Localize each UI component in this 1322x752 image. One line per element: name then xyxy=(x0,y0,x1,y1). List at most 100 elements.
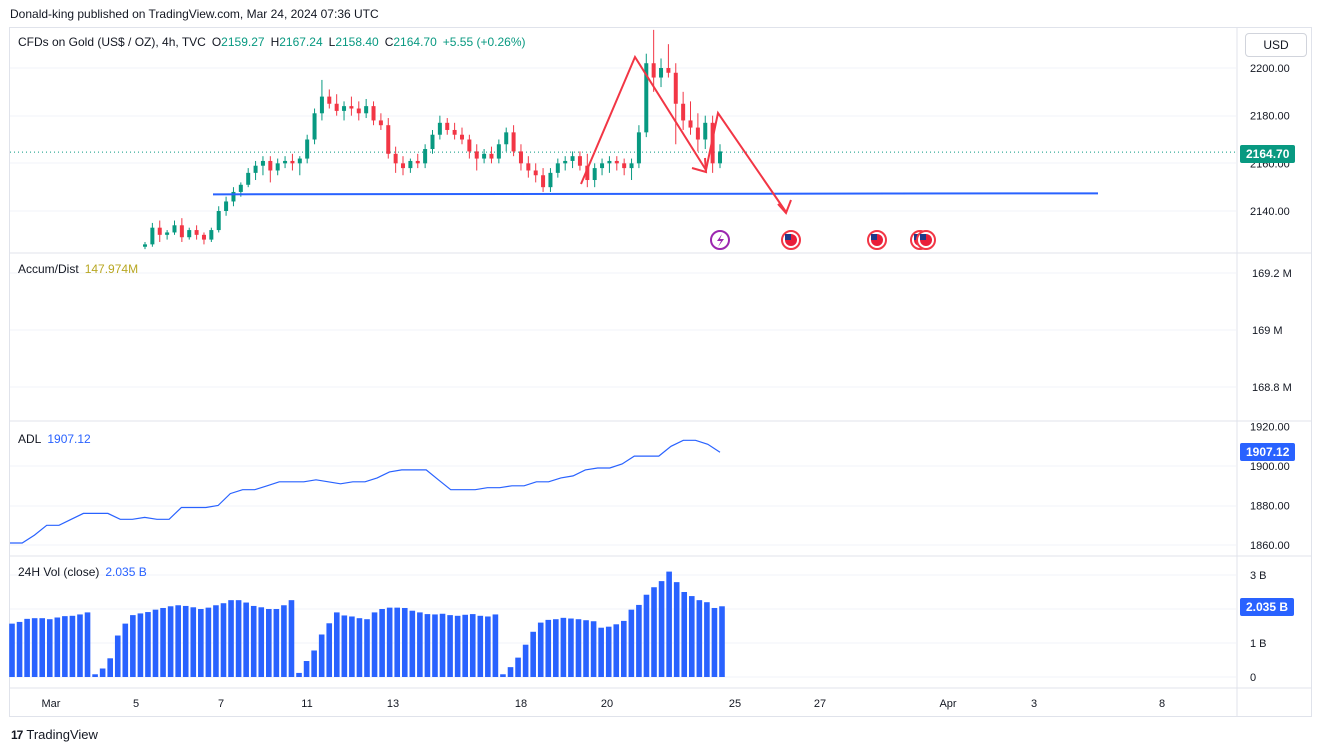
candle-body xyxy=(378,120,383,126)
candle-body xyxy=(659,68,664,78)
candle-body xyxy=(467,139,472,152)
candle-body xyxy=(216,211,221,231)
high-value: 2167.24 xyxy=(279,35,323,49)
accum-dist-tick-label: 168.8 M xyxy=(1252,382,1292,394)
volume-value: 2.035 B xyxy=(105,565,147,579)
volume-bar xyxy=(205,607,212,677)
candle-body xyxy=(172,225,177,233)
volume-bar xyxy=(651,587,657,677)
candle-body xyxy=(349,106,354,109)
volume-bar xyxy=(621,620,627,677)
volume-bar xyxy=(130,615,136,677)
volume-bar xyxy=(333,612,340,677)
volume-bar xyxy=(228,600,234,677)
candle-body xyxy=(688,120,693,128)
volume-bar xyxy=(62,616,68,677)
candle-body xyxy=(585,165,590,181)
accum-dist-value: 147.974M xyxy=(84,262,139,276)
us-flag-event-icon xyxy=(785,234,791,240)
candle-body xyxy=(445,122,450,130)
volume-bar xyxy=(250,605,257,677)
candle-body xyxy=(489,153,494,159)
current-price-tag: 2164.70 xyxy=(1240,145,1296,163)
symbol-name: CFDs on Gold (US$ / OZ), 4h, TVC xyxy=(18,35,206,49)
candle-body xyxy=(260,160,265,166)
time-axis-label: 11 xyxy=(301,698,312,710)
volume-bar xyxy=(658,581,665,677)
volume-bar xyxy=(296,672,302,677)
adl-tick-label: 1860.00 xyxy=(1250,540,1290,552)
volume-bar xyxy=(704,602,710,677)
volume-bar xyxy=(605,626,612,677)
candle-body xyxy=(386,125,391,154)
volume-bar xyxy=(39,618,46,677)
volume-bar xyxy=(515,657,521,677)
candle-body xyxy=(231,191,236,202)
time-axis-label: 18 xyxy=(515,698,527,710)
adl-tick-label: 1880.00 xyxy=(1250,501,1290,513)
candle-body xyxy=(415,160,420,164)
volume-bar xyxy=(349,616,355,677)
candle-body xyxy=(614,160,619,164)
candle-body xyxy=(165,232,170,235)
volume-bar xyxy=(553,619,559,677)
candle-body xyxy=(518,151,523,164)
candle-body xyxy=(555,163,560,173)
candle-body xyxy=(401,163,406,169)
volume-tick-label: 1 B xyxy=(1250,638,1267,650)
candle-body xyxy=(496,144,501,159)
volume-bar xyxy=(409,610,416,677)
currency-button[interactable]: USD xyxy=(1245,33,1307,57)
candle-body xyxy=(312,113,317,140)
candle-body xyxy=(157,227,162,235)
symbol-legend: CFDs on Gold (US$ / OZ), 4h, TVC O2159.2… xyxy=(18,35,526,49)
volume-bar xyxy=(160,607,166,677)
pattern-arrow-head xyxy=(691,157,708,174)
time-axis-label: 7 xyxy=(218,698,224,710)
volume-bar xyxy=(220,603,227,677)
volume-bar xyxy=(114,635,121,677)
lightning-event-icon xyxy=(717,234,724,247)
volume-bar xyxy=(288,600,295,677)
volume-bar xyxy=(318,634,325,677)
adl-legend: ADL 1907.12 xyxy=(18,432,91,446)
volume-bar xyxy=(145,612,151,677)
candle-body xyxy=(268,160,273,171)
pattern-drawing xyxy=(580,54,787,213)
volume-bar xyxy=(175,605,181,677)
chart-frame xyxy=(9,27,1312,717)
volume-bar xyxy=(152,609,159,677)
accum-dist-tick-label: 169 M xyxy=(1252,325,1283,337)
accum-dist-tick-label: 169.2 M xyxy=(1252,268,1292,280)
footer-brand[interactable]: 17 TradingView xyxy=(11,727,98,742)
volume-bar xyxy=(417,612,423,677)
volume-bar xyxy=(190,607,197,677)
candle-body xyxy=(356,108,361,114)
volume-bar xyxy=(84,612,91,677)
volume-bar xyxy=(107,658,113,677)
candle-body xyxy=(187,230,192,238)
volume-bar xyxy=(537,622,544,677)
volume-legend: 24H Vol (close) 2.035 B xyxy=(18,565,147,579)
candle-body xyxy=(629,163,634,169)
volume-bar xyxy=(688,596,695,677)
volume-bar xyxy=(16,621,23,677)
volume-bar xyxy=(628,609,635,677)
high-label: H xyxy=(270,35,280,49)
volume-bar xyxy=(31,618,38,677)
adl-tick-label: 1920.00 xyxy=(1250,422,1290,434)
candle-body xyxy=(327,96,332,104)
candle-body xyxy=(297,158,302,164)
target-arrow-head xyxy=(777,199,792,215)
volume-bar xyxy=(560,617,567,677)
volume-bar xyxy=(636,604,642,677)
volume-bar xyxy=(462,614,468,677)
time-axis-label: Mar xyxy=(42,698,61,710)
candle-body xyxy=(577,156,582,166)
close-value: 2164.70 xyxy=(393,35,437,49)
volume-bar xyxy=(530,631,536,677)
time-axis-label: Apr xyxy=(939,698,956,710)
volume-bar xyxy=(137,613,144,677)
volume-bar xyxy=(92,674,98,677)
